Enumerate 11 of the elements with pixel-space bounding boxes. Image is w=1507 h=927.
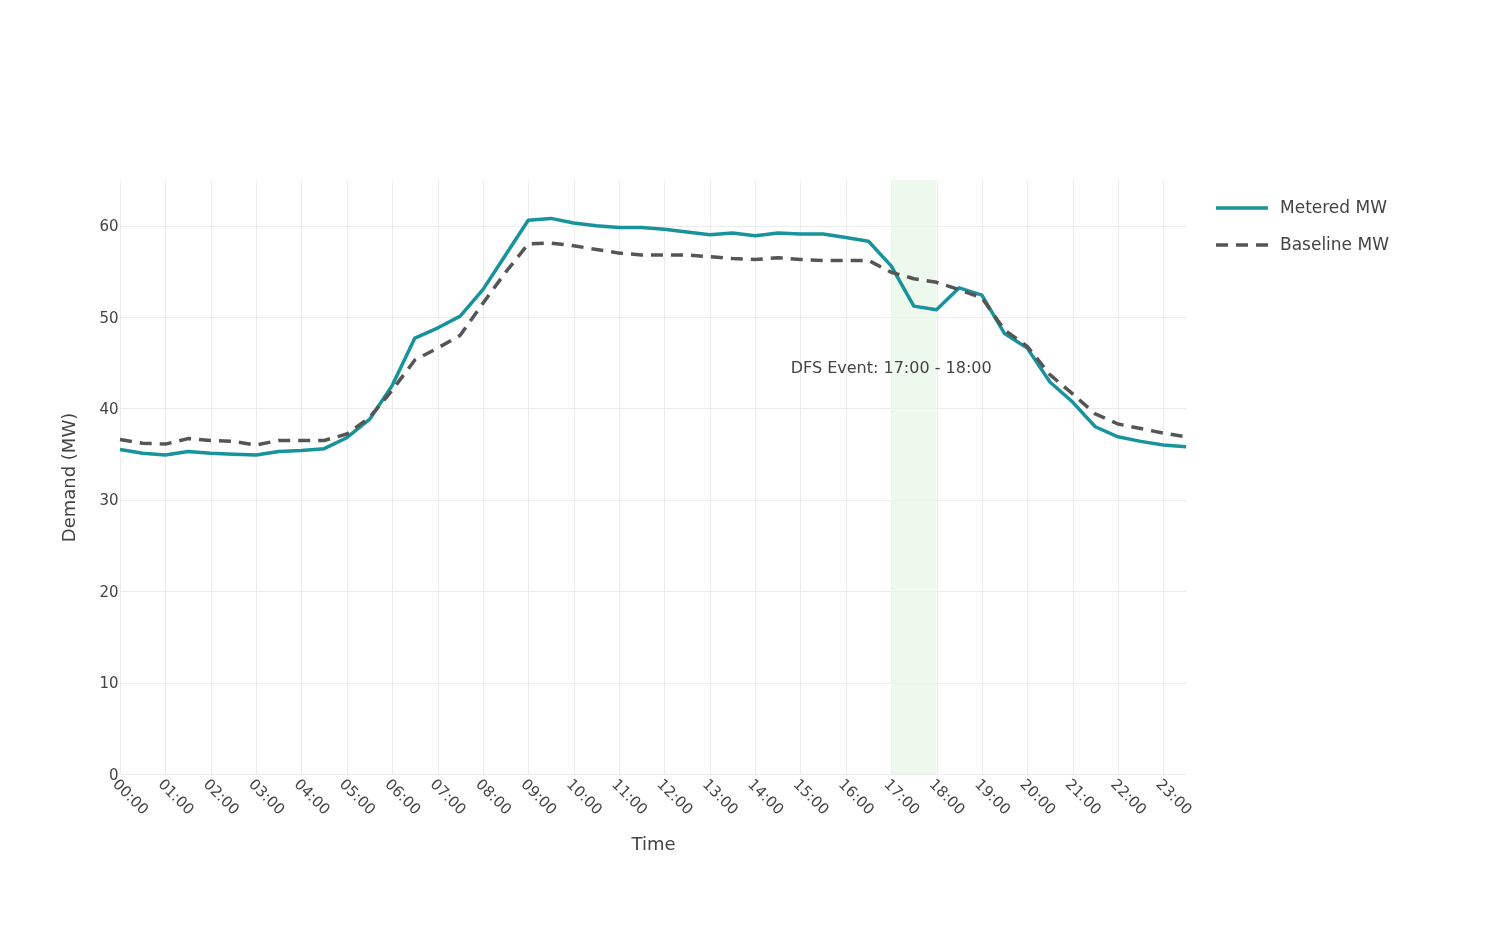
y-axis-title: Demand (MW) [58,412,80,543]
y-tick-label: 10 [99,674,119,693]
y-tick-label: 60 [99,217,119,236]
y-tick-label: 20 [99,582,119,601]
legend-label: Baseline MW [1280,234,1390,254]
y-tick-label: 30 [99,491,119,510]
y-tick-label: 50 [99,308,119,327]
legend-label: Metered MW [1280,197,1388,217]
band-label: DFS Event: 17:00 - 18:00 [790,358,992,377]
x-axis-title: Time [630,832,676,854]
y-tick-label: 40 [99,399,119,418]
